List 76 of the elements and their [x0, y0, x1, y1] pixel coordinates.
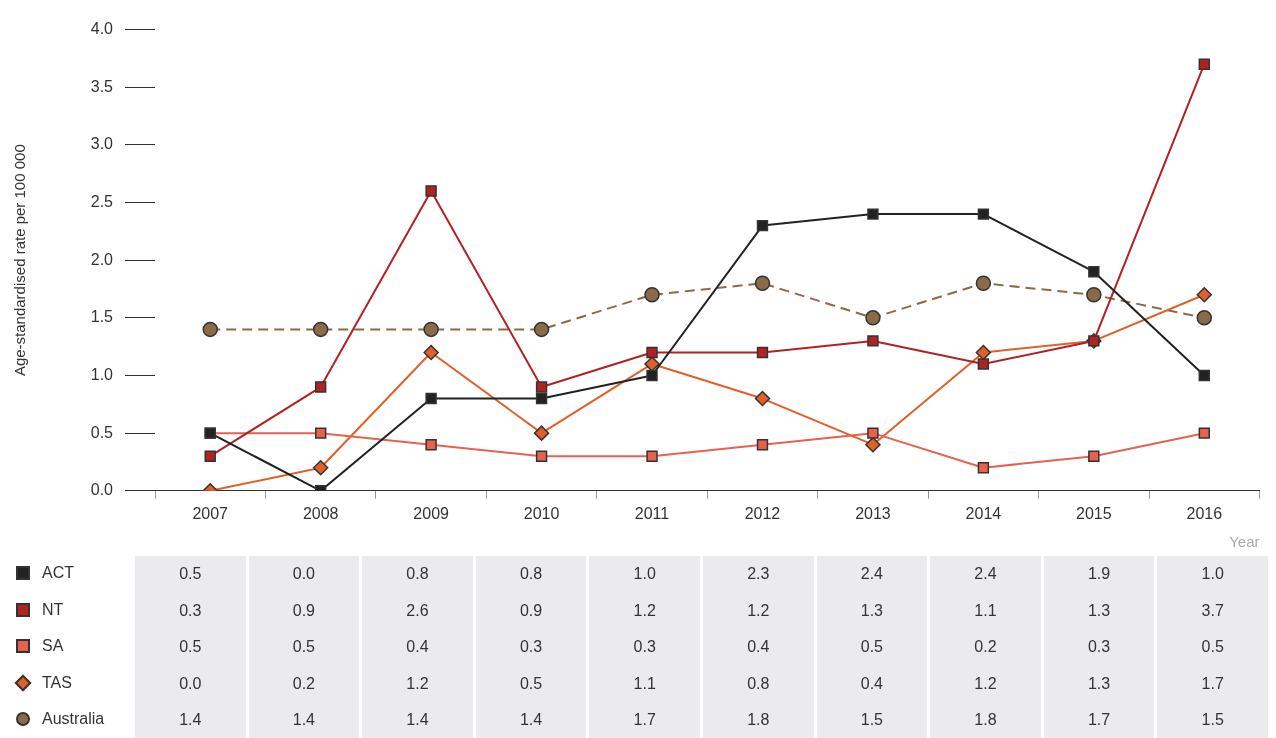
data-label: 0.2	[930, 629, 1041, 666]
legend-label: Australia	[42, 710, 105, 729]
data-label: 0.3	[1043, 629, 1155, 666]
data-label: 1.2	[362, 665, 473, 702]
data-label: 0.5	[816, 629, 928, 666]
data-label: 1.8	[702, 702, 814, 738]
data-label: 0.5	[1157, 629, 1268, 666]
legend-label: ACT	[42, 564, 74, 583]
y-tick-label: 2.5	[90, 192, 114, 210]
y-tick-label: 2.0	[90, 250, 114, 268]
data-label: 1.7	[1157, 665, 1268, 702]
data-label: 2.6	[362, 592, 473, 629]
y-tick-label: 1.0	[90, 365, 114, 383]
legend-label: SA	[42, 637, 64, 656]
data-label: 0.9	[475, 592, 587, 629]
legend-label: TAS	[42, 674, 72, 693]
data-label: 1.2	[930, 665, 1041, 702]
x-tick-label: 2013	[855, 504, 891, 522]
data-label: 0.4	[362, 629, 473, 666]
data-label: 0.0	[248, 556, 360, 593]
data-label: 1.7	[589, 702, 700, 738]
data-label: 0.8	[702, 665, 814, 702]
x-axis-title: Year	[1229, 533, 1260, 551]
legend-label: NT	[42, 600, 64, 619]
data-label: 1.2	[702, 592, 814, 629]
y-tick-label: 0.5	[90, 423, 114, 441]
data-label: 0.9	[248, 592, 360, 629]
data-label: 1.1	[930, 592, 1041, 629]
x-tick-label: 2009	[413, 504, 450, 522]
y-tick-label: 3.0	[90, 135, 114, 153]
data-label: 0.8	[475, 556, 587, 593]
data-label: 1.3	[1043, 592, 1155, 629]
y-tick-label: 0.0	[90, 481, 114, 499]
data-label: 1.0	[1157, 556, 1268, 593]
y-tick-label: 1.5	[90, 308, 114, 326]
data-label: 0.4	[816, 665, 928, 702]
data-label: 0.3	[135, 592, 246, 629]
data-label: 3.7	[1157, 592, 1268, 629]
data-label: 0.5	[135, 629, 246, 666]
data-label: 0.2	[248, 665, 360, 702]
x-tick-label: 2008	[302, 504, 339, 522]
x-tick-label: 2015	[1076, 504, 1112, 522]
x-tick-label: 2011	[634, 504, 670, 522]
data-label: 0.5	[475, 665, 587, 702]
data-label: 1.4	[135, 702, 246, 738]
data-label: 1.3	[1043, 665, 1155, 702]
data-label: 0.5	[135, 556, 246, 593]
y-axis-title: Age-standardised rate per 100 000	[11, 144, 29, 377]
data-label: 2.3	[702, 556, 814, 593]
data-label: 1.0	[589, 556, 700, 593]
x-tick-label: 2007	[192, 504, 229, 522]
data-label: 0.4	[702, 629, 814, 666]
data-label: 2.4	[816, 556, 928, 593]
data-label: 1.4	[475, 702, 587, 738]
data-label: 1.5	[816, 702, 928, 738]
data-label: 0.0	[135, 665, 246, 702]
x-tick-label: 2014	[965, 504, 1002, 522]
x-tick-label: 2010	[523, 504, 560, 522]
y-tick-label: 3.5	[90, 77, 114, 95]
data-label: 1.2	[589, 592, 700, 629]
data-label: 0.8	[362, 556, 473, 593]
data-label: 0.3	[589, 629, 700, 666]
data-label: 1.4	[248, 702, 360, 738]
x-tick-label: 2016	[1186, 504, 1223, 522]
data-label: 1.9	[1043, 556, 1155, 593]
data-label: 1.5	[1157, 702, 1268, 738]
data-label: 0.5	[248, 629, 360, 666]
data-label: 1.8	[930, 702, 1041, 738]
y-tick-label: 4.0	[90, 20, 114, 38]
data-label: 0.3	[475, 629, 587, 666]
data-label: 1.1	[589, 665, 700, 702]
data-label: 1.7	[1043, 702, 1155, 738]
data-label: 1.3	[816, 592, 928, 629]
x-tick-label: 2012	[744, 504, 781, 522]
data-label: 2.4	[930, 556, 1041, 593]
data-label: 1.4	[362, 702, 473, 738]
